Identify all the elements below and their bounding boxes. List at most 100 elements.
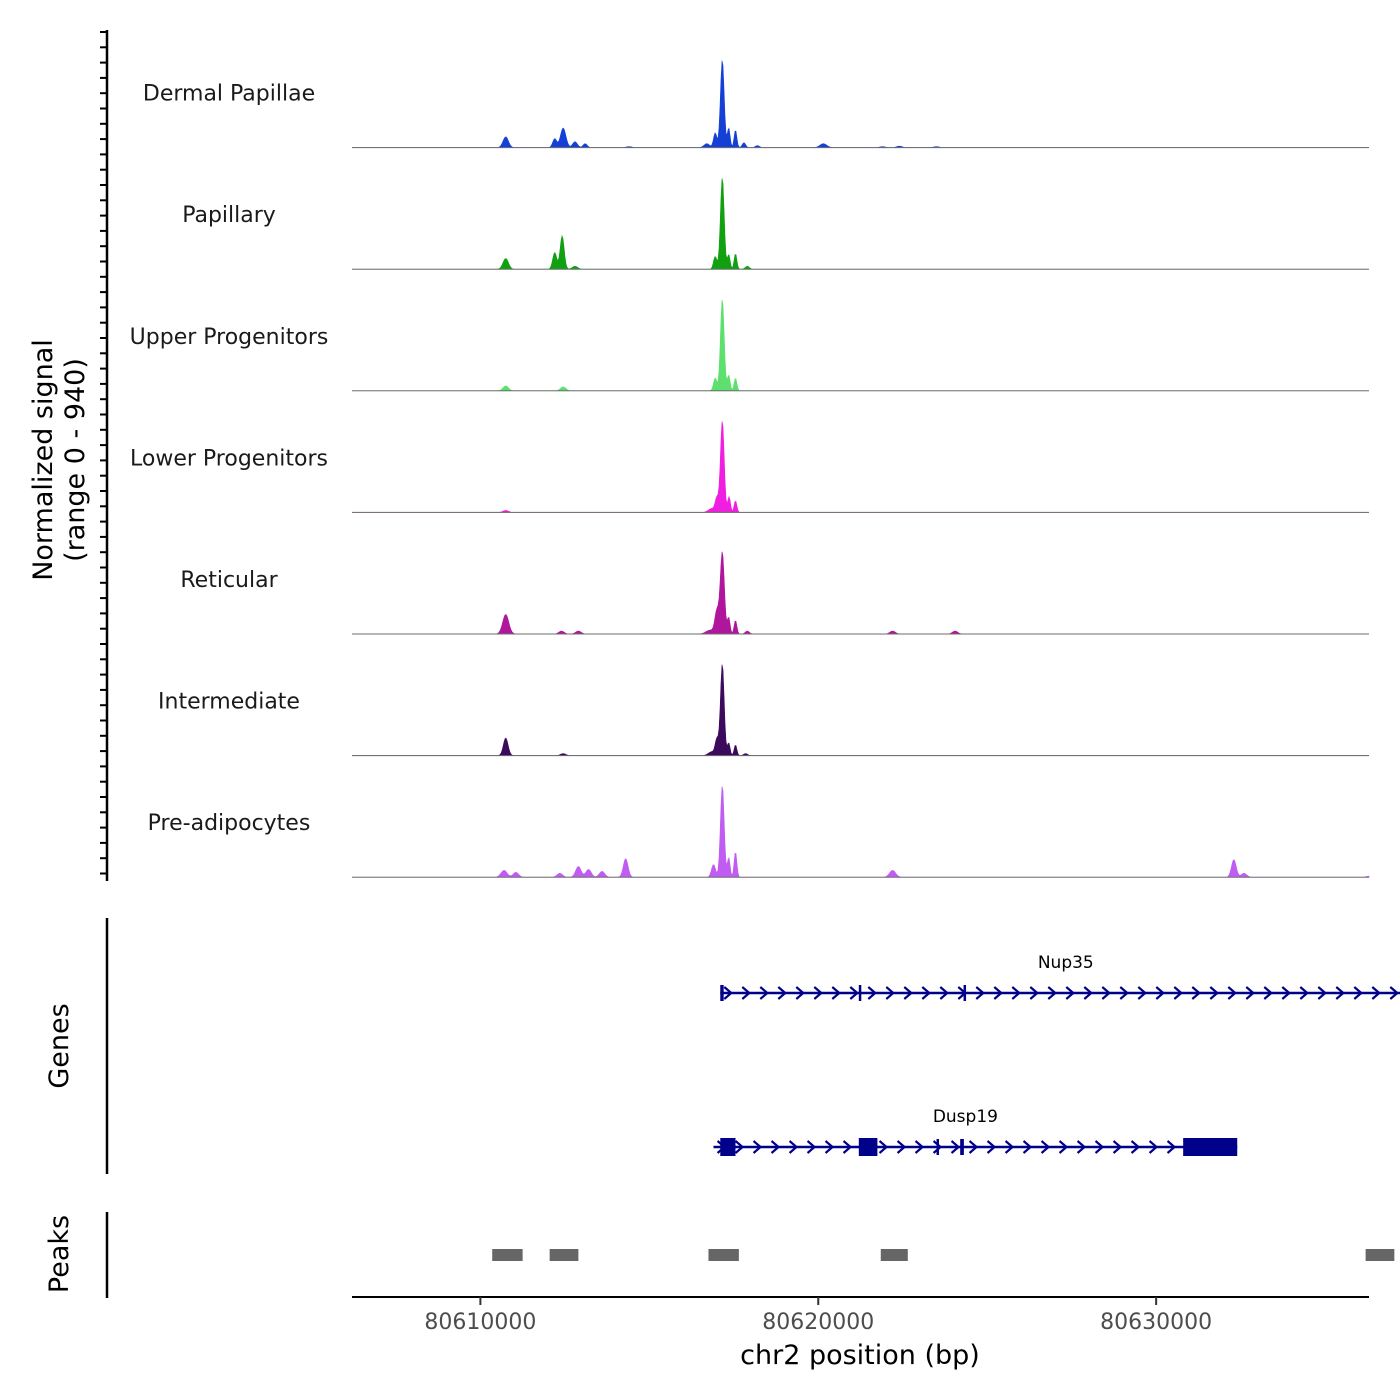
strand-arrow-icon (734, 1140, 745, 1154)
strand-arrow-icon (1263, 986, 1273, 1000)
strand-arrow-icon (831, 986, 841, 1000)
strand-arrow-icon (1389, 986, 1399, 1000)
x-axis-ticks: 80610000 80620000 80630000 (424, 1297, 1212, 1335)
track-label: Lower Progenitors (130, 446, 328, 471)
peak-region (492, 1249, 523, 1261)
y-axis-range-label: (range 0 - 940) (60, 358, 91, 562)
peak-region (1365, 1249, 1395, 1261)
track-dermal-papillae: Dermal Papillae (143, 60, 1369, 149)
strand-arrow-icon (1029, 986, 1039, 1000)
strand-arrow-icon (1191, 986, 1201, 1000)
strand-arrow-icon (1130, 1140, 1141, 1154)
strand-arrow-icon (1227, 986, 1237, 1000)
exon (720, 1138, 736, 1156)
strand-arrow-icon (752, 1140, 763, 1154)
track-lower-progenitors: Lower Progenitors (130, 421, 1369, 513)
strand-arrow-icon (806, 1140, 817, 1154)
peaks-track (492, 1249, 1395, 1261)
strand-arrow-icon (1058, 1140, 1069, 1154)
gene-dusp19: Dusp19 (713, 1107, 1238, 1156)
strand-arrow-icon (1094, 1140, 1105, 1154)
strand-arrow-icon (950, 1140, 961, 1154)
strand-arrow-icon (1155, 986, 1165, 1000)
peaks-axis-title: Peaks (44, 1215, 75, 1293)
strand-arrow-icon (1022, 1140, 1033, 1154)
strand-arrow-icon (1047, 986, 1057, 1000)
strand-arrow-icon (1011, 986, 1021, 1000)
track-reticular: Reticular (180, 551, 1369, 635)
exon (1183, 1138, 1238, 1156)
gene-label: Nup35 (1038, 953, 1094, 973)
track-label: Dermal Papillae (143, 82, 315, 107)
strand-arrow-icon (759, 986, 769, 1000)
strand-arrow-icon (921, 986, 931, 1000)
strand-arrow-icon (867, 986, 877, 1000)
strand-arrow-icon (1065, 986, 1075, 1000)
signal-area (352, 60, 1369, 148)
strand-arrow-icon (1173, 986, 1183, 1000)
genes-track: Nup35 Dusp19 (713, 953, 1400, 1156)
strand-arrow-icon (1119, 986, 1129, 1000)
genes-axis-title: Genes (44, 1003, 75, 1088)
strand-arrow-icon (1076, 1140, 1087, 1154)
strand-arrow-icon (1371, 986, 1381, 1000)
track-label: Upper Progenitors (130, 325, 329, 350)
strand-arrow-icon (770, 1140, 781, 1154)
strand-arrow-icon (939, 986, 949, 1000)
track-label: Intermediate (158, 690, 300, 715)
signal-area (352, 421, 1369, 513)
signal-area (352, 299, 1369, 392)
strand-arrow-icon (842, 1140, 853, 1154)
y-axis-ticks (100, 31, 107, 875)
strand-arrow-icon (741, 986, 751, 1000)
exon (858, 985, 862, 1001)
track-label: Papillary (182, 203, 276, 228)
exon (858, 1138, 878, 1156)
gene-nup35: Nup35 (720, 953, 1400, 1001)
track-pre-adipocytes: Pre-adipocytes (148, 786, 1370, 878)
strand-arrow-icon (1040, 1140, 1051, 1154)
strand-arrow-icon (914, 1140, 925, 1154)
signal-area (352, 551, 1369, 635)
strand-arrow-icon (723, 986, 733, 1000)
strand-arrow-icon (1148, 1140, 1159, 1154)
strand-arrow-icon (968, 1140, 979, 1154)
strand-arrow-icon (1317, 986, 1327, 1000)
strand-arrow-icon (986, 1140, 997, 1154)
strand-arrow-icon (1245, 986, 1255, 1000)
signal-area (352, 664, 1369, 756)
track-upper-progenitors: Upper Progenitors (130, 299, 1369, 392)
peak-region (708, 1249, 739, 1261)
strand-arrow-icon (1166, 1140, 1177, 1154)
x-tick-label: 80620000 (762, 1310, 874, 1335)
signal-area (352, 786, 1370, 878)
strand-arrow-icon (824, 1140, 835, 1154)
x-tick-label: 80610000 (424, 1310, 536, 1335)
strand-arrow-icon (1335, 986, 1345, 1000)
strand-arrow-icon (885, 986, 895, 1000)
strand-arrow-icon (993, 986, 1003, 1000)
strand-arrow-icon (1004, 1140, 1015, 1154)
strand-arrow-icon (1281, 986, 1291, 1000)
strand-arrow-icon (1299, 986, 1309, 1000)
y-axis-title: Normalized signal (28, 339, 59, 581)
strand-arrow-icon (932, 1140, 943, 1154)
strand-arrow-icon (903, 986, 913, 1000)
signal-area (352, 178, 1369, 270)
strand-arrow-icon (1353, 986, 1363, 1000)
strand-arrow-icon (1112, 1140, 1123, 1154)
strand-arrow-icon (788, 1140, 799, 1154)
strand-arrow-icon (1137, 986, 1147, 1000)
peak-region (880, 1249, 908, 1261)
x-axis-title: chr2 position (bp) (740, 1340, 980, 1371)
strand-arrow-icon (896, 1140, 907, 1154)
peak-region (549, 1249, 579, 1261)
x-tick-label: 80630000 (1100, 1310, 1212, 1335)
track-label: Reticular (180, 568, 278, 593)
exon (960, 1139, 964, 1155)
strand-arrow-icon (975, 986, 985, 1000)
coverage-tracks: Dermal Papillae Papillary Upper Progenitor… (130, 60, 1370, 878)
strand-arrow-icon (1083, 986, 1093, 1000)
